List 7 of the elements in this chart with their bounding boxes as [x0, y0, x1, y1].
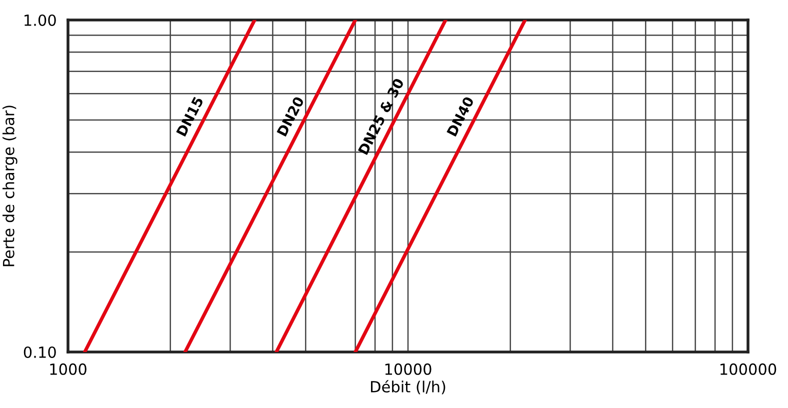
x-tick-label: 1000	[50, 363, 86, 375]
x-tick-label: 10000	[385, 363, 432, 375]
y-tick-label: 1.00	[24, 14, 56, 26]
y-axis-title: Perte de charge (bar)	[2, 106, 18, 266]
x-tick-label: 100000	[720, 363, 776, 375]
y-tick-label: 0.10	[24, 346, 56, 358]
x-axis-title: Débit (l/h)	[371, 380, 446, 394]
